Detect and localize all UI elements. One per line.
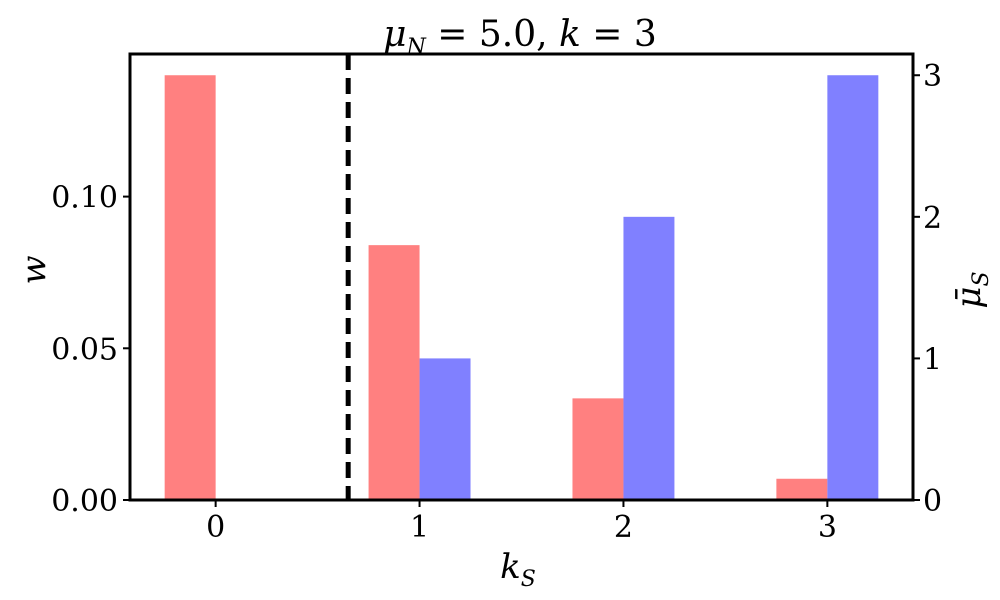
y-axis-label: w [14,255,54,284]
bar-w-3 [776,478,828,500]
bars-group [164,75,879,501]
y2-tick-label: 3 [923,59,942,94]
bar-w-1 [368,245,420,500]
y-tick-label: 0.10 [51,181,118,216]
bar-mu-s-3 [827,75,879,500]
y-axis-ticks: 0.00 0.05 0.10 [51,181,130,519]
x-tick-label: 0 [206,510,225,545]
y2-axis-label: μ̄S [949,271,994,308]
y2-tick-label: 0 [923,484,942,519]
x-tick-label: 3 [818,510,837,545]
bar-mu-s-1 [419,358,471,500]
x-axis-ticks: 0 1 2 3 [206,500,837,545]
bar-mu-s-2 [623,216,675,501]
svg-text:μ̄S: μ̄S [949,271,994,308]
plot-frame [128,52,915,502]
x-axis-label: kS [500,547,536,592]
y2-axis-ticks: 0 1 2 3 [913,59,942,519]
y2-tick-label: 1 [923,342,942,377]
x-tick-label: 1 [410,510,429,545]
bar-w-2 [572,398,624,500]
chart-title: μN = 5.0, k = 3 [383,14,657,60]
y-tick-label: 0.05 [51,332,118,367]
x-tick-label: 2 [614,510,633,545]
y2-tick-label: 2 [923,201,942,236]
bar-w-0 [164,75,216,500]
y-tick-label: 0.00 [51,484,118,519]
